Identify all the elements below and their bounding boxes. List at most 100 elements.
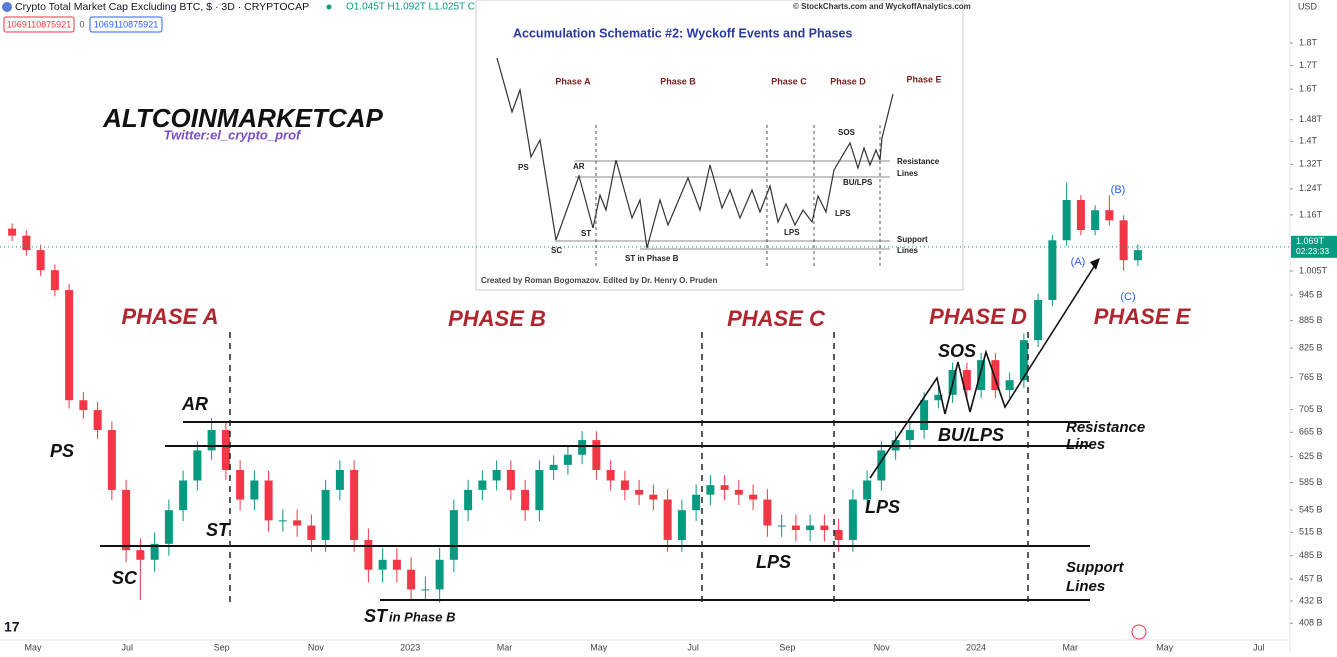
candle-body: [93, 410, 102, 431]
inset-phase: Phase E: [906, 74, 941, 84]
last-price-tag: [1291, 235, 1337, 258]
last-price: 1.069T: [1296, 236, 1325, 246]
y-tick-label: 945 B: [1299, 289, 1323, 299]
event-label: LPS: [756, 552, 791, 572]
inset-title: Accumulation Schematic #2: Wyckoff Event…: [513, 26, 853, 40]
candle-body: [806, 525, 815, 531]
phase-label: PHASE A: [122, 304, 219, 329]
line-label: Resistance: [1066, 419, 1145, 436]
candle-body: [863, 480, 872, 500]
y-tick-label: 1.8T: [1299, 38, 1318, 48]
candle-body: [720, 485, 729, 490]
symbol-title: Crypto Total Market Cap Excluding BTC, $…: [15, 1, 309, 13]
y-tick-label: 625 B: [1299, 451, 1323, 461]
candle-body: [264, 480, 273, 521]
event-label: AR: [181, 394, 208, 414]
inset-event: ST in Phase B: [625, 254, 679, 263]
candle-body: [1076, 200, 1085, 230]
x-tick-label: Mar: [1063, 642, 1079, 652]
candle-body: [321, 489, 330, 540]
currency: USD: [1298, 1, 1318, 11]
candle-body: [492, 469, 501, 481]
candle-body: [1034, 300, 1043, 341]
inset-line-label: Lines: [897, 169, 918, 178]
buy-button[interactable]: [89, 16, 163, 33]
candle-body: [36, 250, 45, 271]
line-label: Lines: [1066, 578, 1105, 595]
candle-body: [65, 290, 74, 401]
candle-body: [378, 559, 387, 570]
inset-event: ST: [581, 229, 591, 238]
candle-body: [1048, 240, 1057, 301]
inset-phase: Phase C: [771, 76, 807, 86]
line-label: Support: [1066, 559, 1124, 576]
y-tick-label: 457 B: [1299, 573, 1323, 583]
candle-body: [122, 489, 131, 551]
candle-body: [677, 510, 686, 540]
candle-body: [464, 489, 473, 511]
y-tick-label: 1.7T: [1299, 60, 1318, 70]
event-note: in Phase B: [389, 609, 455, 624]
candle-body: [606, 469, 615, 481]
candle-body: [820, 525, 829, 531]
inset-event: LPS: [784, 228, 800, 237]
y-tick-label: 408 B: [1299, 618, 1323, 628]
candle-body: [977, 360, 986, 391]
candle-body: [749, 494, 758, 500]
candle-body: [250, 480, 259, 500]
x-tick-label: Jul: [122, 642, 134, 652]
watermark-twitter: Twitter:el_crypto_prof: [164, 127, 302, 142]
x-tick-label: Sep: [779, 642, 795, 652]
candle-body: [221, 430, 230, 470]
candle-body: [592, 440, 601, 470]
sell-button[interactable]: [3, 16, 75, 33]
x-tick-label: May: [1156, 642, 1174, 652]
candle-body: [905, 430, 914, 441]
wave-label: (A): [1071, 256, 1086, 268]
watermark-title: ALTCOINMARKETCAP: [102, 103, 383, 133]
candle-body: [1019, 340, 1028, 381]
candle-body: [521, 489, 530, 511]
candle-body: [991, 360, 1000, 391]
inset-phase: Phase A: [555, 76, 591, 86]
event-label: PS: [50, 441, 74, 461]
phase-label: PHASE E: [1094, 304, 1192, 329]
sell-price: 1069110875921: [7, 19, 71, 29]
candle-body: [848, 499, 857, 540]
phase-label: PHASE C: [727, 306, 826, 331]
candle-body: [777, 525, 786, 527]
candle-body: [578, 440, 587, 455]
candle-body: [692, 494, 701, 511]
candle-body: [350, 469, 359, 540]
event-label: SOS: [938, 341, 976, 361]
candle-body: [649, 494, 658, 500]
candle-body: [877, 450, 886, 481]
status-dot: [326, 4, 332, 10]
symbol-icon: [2, 2, 12, 12]
x-tick-label: Nov: [308, 642, 325, 652]
y-tick-label: 585 B: [1299, 477, 1323, 487]
phase-label: PHASE B: [448, 306, 546, 331]
y-tick-label: 1.6T: [1299, 84, 1318, 94]
inset-line-label: Resistance: [897, 157, 940, 166]
y-tick-label: 432 B: [1299, 595, 1323, 605]
y-tick-label: 825 B: [1299, 342, 1323, 352]
candle-body: [8, 228, 17, 236]
inset-event: PS: [518, 163, 529, 172]
event-label: BU/LPS: [938, 425, 1004, 445]
event-label: LPS: [865, 497, 900, 517]
candle-body: [179, 480, 188, 511]
event-label: ST: [206, 520, 231, 540]
y-tick-label: 1.16T: [1299, 209, 1323, 219]
x-tick-label: 2023: [400, 642, 420, 652]
candle-body: [791, 525, 800, 531]
candle-body: [335, 469, 344, 490]
ohlc: O1.045T H1.092T L1.025T C1.069T +24.203 …: [346, 2, 598, 13]
y-tick-label: 1.32T: [1299, 159, 1323, 169]
candle-body: [150, 543, 159, 560]
price-axis-panel: [1290, 0, 1337, 652]
event-label: SC: [112, 568, 138, 588]
candle-body: [1062, 200, 1071, 241]
candle-body: [663, 499, 672, 540]
